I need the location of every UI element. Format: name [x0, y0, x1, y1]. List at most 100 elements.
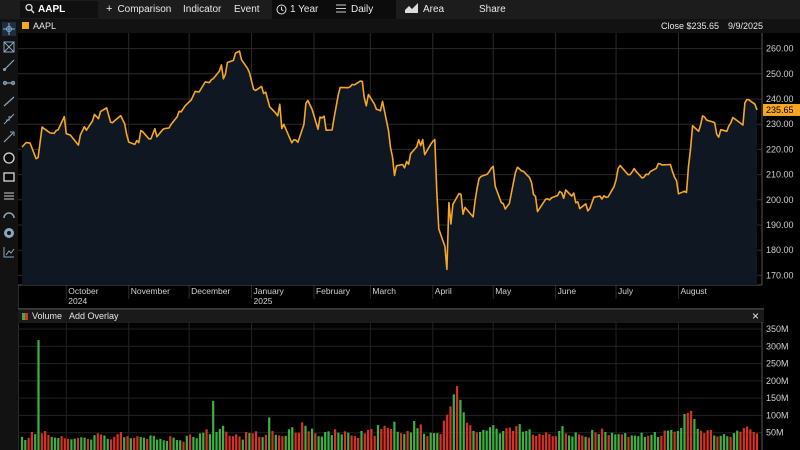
chart-scale-icon[interactable]: [2, 245, 16, 259]
volume-bar: [340, 434, 343, 450]
volume-bar: [139, 436, 142, 450]
price-chart[interactable]: 260.00 250.00 240.00 230.00 220.00 210.00 200.…: [0, 0, 800, 310]
arc-icon[interactable]: [2, 207, 16, 221]
volume-bar: [439, 434, 442, 450]
symbol-search[interactable]: AAPL: [20, 1, 98, 18]
comparison-label: Comparison: [117, 4, 172, 15]
volume-y-tick-label: 150M: [766, 393, 789, 403]
volume-bar: [24, 440, 27, 450]
volume-bar: [149, 435, 152, 450]
volume-y-tick-label: 50M: [766, 428, 784, 438]
x-tick-label: June: [558, 286, 577, 296]
target-icon[interactable]: [2, 226, 16, 240]
volume-bar: [746, 426, 749, 450]
range-label: 1 Year: [290, 4, 319, 15]
volume-bar: [459, 399, 462, 450]
volume-bar: [287, 429, 291, 450]
volume-bar: [518, 424, 521, 450]
volume-bar: [185, 435, 188, 450]
area-chart-icon: [405, 3, 418, 13]
volume-bar: [238, 436, 241, 450]
volume-bar: [643, 436, 646, 450]
volume-bar: [607, 435, 610, 450]
volume-bar: [113, 436, 116, 450]
volume-bar: [268, 417, 271, 450]
pattern-icon[interactable]: [2, 40, 16, 54]
horizontal-lines-icon[interactable]: [2, 189, 16, 203]
volume-bar: [683, 414, 686, 450]
volume-bar: [222, 425, 225, 450]
top-toolbar: AAPL + Comparison Indicator Event 1 Year …: [0, 0, 800, 20]
volume-bar: [215, 432, 218, 450]
volume-bar: [380, 428, 383, 450]
volume-bar: [320, 436, 323, 450]
volume-bar: [755, 433, 759, 450]
chart-type-button[interactable]: Area: [405, 0, 444, 19]
rectangle-icon[interactable]: [2, 170, 16, 184]
volume-bar: [86, 438, 89, 450]
volume-bar: [548, 434, 551, 450]
volume-bar: [538, 433, 541, 450]
arrow-line-icon[interactable]: [2, 130, 16, 144]
volume-bar: [93, 435, 96, 450]
volume-bar: [617, 434, 620, 450]
comparison-button[interactable]: + Comparison: [106, 0, 171, 19]
volume-bar: [693, 418, 696, 450]
y-tick-label: 250.00: [766, 69, 794, 79]
volume-bar: [571, 436, 574, 450]
volume-bar: [647, 435, 650, 450]
panel-divider: [18, 308, 764, 309]
volume-bar: [100, 434, 103, 450]
circle-icon[interactable]: [2, 151, 16, 165]
volume-bar: [350, 435, 353, 450]
y-tick-label: 260.00: [766, 44, 794, 54]
fibonacci-icon[interactable]: [2, 112, 16, 126]
volume-bar: [492, 425, 495, 450]
share-button[interactable]: Share: [479, 4, 506, 15]
volume-bar: [347, 432, 350, 450]
close-icon[interactable]: ×: [752, 309, 760, 323]
symbol-input[interactable]: AAPL: [38, 4, 66, 15]
volume-bar: [53, 437, 57, 450]
interval-button[interactable]: Daily: [336, 0, 373, 19]
add-overlay-button[interactable]: Add Overlay: [69, 311, 119, 321]
volume-bar: [119, 432, 122, 450]
y-tick-label: 210.00: [766, 170, 794, 180]
interval-icon: [336, 4, 346, 13]
volume-bar: [47, 434, 50, 450]
volume-bar: [462, 412, 465, 450]
volume-bar: [742, 427, 745, 450]
volume-bar: [610, 432, 614, 450]
x-tick-year-label: 2025: [254, 296, 273, 306]
crosshair-icon[interactable]: [2, 22, 16, 36]
volume-bar: [525, 431, 528, 450]
drawing-tools-sidebar: [0, 19, 19, 450]
clock-icon: [276, 4, 287, 15]
volume-bar: [327, 431, 330, 450]
trend-line-icon[interactable]: [2, 94, 16, 108]
volume-y-tick-label: 100M: [766, 410, 789, 420]
volume-bar: [521, 431, 525, 450]
volume-bar: [126, 436, 129, 450]
volume-bar: [531, 434, 534, 450]
indicator-button[interactable]: Indicator: [183, 4, 222, 15]
volume-bar: [719, 435, 722, 450]
y-tick-label: 230.00: [766, 119, 794, 129]
volume-bar: [241, 439, 244, 450]
ray-icon[interactable]: [2, 76, 16, 90]
event-button[interactable]: Event: [234, 4, 260, 15]
volume-bar: [129, 438, 132, 450]
volume-y-tick-label: 300M: [766, 341, 789, 351]
volume-bar: [195, 438, 198, 450]
volume-y-tick-label: 350M: [766, 324, 789, 334]
range-selector[interactable]: 1 Year: [272, 0, 396, 19]
volume-bar: [502, 431, 505, 450]
line-draw-icon[interactable]: [2, 58, 16, 72]
volume-bar: [469, 425, 472, 450]
volume-bar: [198, 433, 202, 450]
volume-bar: [205, 429, 208, 450]
volume-bar: [373, 435, 376, 450]
volume-bar: [528, 429, 531, 450]
volume-bar: [713, 435, 716, 450]
